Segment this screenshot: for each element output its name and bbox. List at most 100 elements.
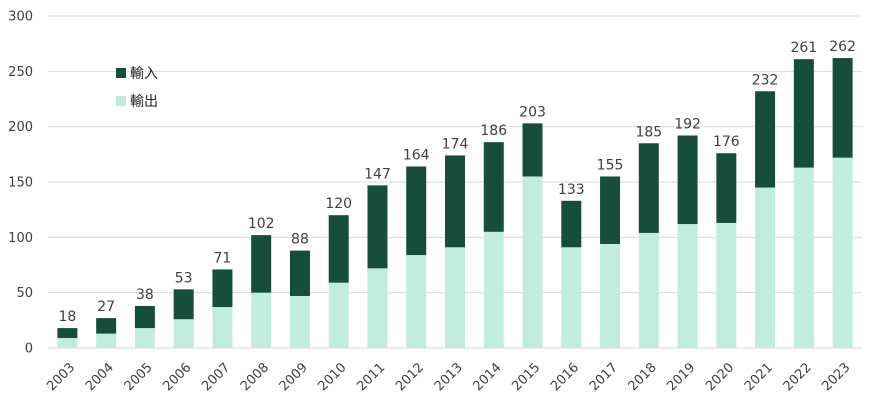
bar-import-2007 xyxy=(212,269,233,308)
bar-import-2012 xyxy=(406,166,427,256)
bar-import-2021 xyxy=(755,91,776,188)
bar-import-2017 xyxy=(600,176,621,244)
x-tick-label: 2010 xyxy=(316,360,350,394)
x-tick-label: 2023 xyxy=(819,360,853,394)
bar-export-2020 xyxy=(716,222,737,348)
bar-export-2017 xyxy=(600,243,621,348)
y-tick-label: 300 xyxy=(8,10,33,25)
total-label-2017: 155 xyxy=(597,157,624,173)
bar-import-2006 xyxy=(173,289,194,320)
bar-export-2007 xyxy=(212,307,233,348)
y-tick-label: 100 xyxy=(8,231,33,246)
x-tick-label: 2008 xyxy=(238,360,272,394)
bar-import-2016 xyxy=(561,200,582,248)
bar-import-2005 xyxy=(134,305,155,329)
total-label-2011: 147 xyxy=(364,166,391,182)
bar-import-2018 xyxy=(638,143,659,233)
bar-import-2019 xyxy=(677,135,698,225)
bar-import-2010 xyxy=(328,215,349,283)
total-label-2019: 192 xyxy=(674,117,701,133)
x-tick-label: 2021 xyxy=(742,360,776,394)
bar-export-2008 xyxy=(251,292,272,348)
bar-export-2022 xyxy=(793,167,814,348)
total-label-2018: 185 xyxy=(635,124,662,140)
bar-export-2006 xyxy=(173,319,194,348)
x-tick-label: 2004 xyxy=(83,360,117,394)
total-label-2014: 186 xyxy=(480,123,507,139)
bar-export-2018 xyxy=(638,232,659,348)
bar-import-2015 xyxy=(522,123,543,177)
bar-export-2016 xyxy=(561,247,582,348)
bar-import-2013 xyxy=(445,155,465,248)
bar-import-2011 xyxy=(367,185,388,269)
x-tick-label: 2007 xyxy=(199,360,233,394)
bars xyxy=(57,58,853,348)
total-label-2021: 232 xyxy=(752,72,779,88)
bar-export-2012 xyxy=(406,255,427,348)
x-axis: 2003 2004 2005 2006 2007 2008 2009 2010 2011 2012… xyxy=(44,360,853,394)
bar-export-2019 xyxy=(677,224,698,348)
total-label-2020: 176 xyxy=(713,134,740,150)
x-tick-label: 2003 xyxy=(44,360,78,394)
x-tick-label: 2006 xyxy=(160,360,194,394)
bar-export-2015 xyxy=(522,176,543,348)
bar-import-2020 xyxy=(716,153,737,223)
total-label-2010: 120 xyxy=(325,196,352,212)
x-tick-label: 2005 xyxy=(122,360,156,394)
total-label-2005: 38 xyxy=(136,287,154,303)
x-tick-label: 2022 xyxy=(781,360,815,394)
total-label-2022: 261 xyxy=(790,40,817,56)
x-tick-label: 2020 xyxy=(703,360,737,394)
x-tick-label: 2019 xyxy=(664,360,698,394)
total-label-2006: 53 xyxy=(175,270,193,286)
bar-import-2003 xyxy=(57,328,78,339)
bar-import-2008 xyxy=(251,235,272,293)
bar-import-2009 xyxy=(289,250,310,296)
bar-export-2009 xyxy=(289,295,310,348)
bar-export-2023 xyxy=(832,157,853,348)
bar-export-2014 xyxy=(483,231,504,348)
bar-export-2011 xyxy=(367,268,388,348)
bar-export-2021 xyxy=(755,187,776,348)
x-tick-label: 2011 xyxy=(354,360,388,394)
total-label-2004: 27 xyxy=(97,299,115,315)
x-tick-label: 2018 xyxy=(626,360,660,394)
total-label-2016: 133 xyxy=(558,182,585,198)
total-label-2023: 262 xyxy=(829,39,856,55)
total-label-2013: 174 xyxy=(442,136,469,152)
bar-export-2004 xyxy=(96,333,117,348)
y-tick-label: 250 xyxy=(8,65,33,80)
total-label-2009: 88 xyxy=(291,232,309,248)
bar-export-2003 xyxy=(57,338,78,348)
x-tick-label: 2015 xyxy=(509,360,543,394)
x-tick-label: 2009 xyxy=(277,360,311,394)
legend-label-export: 輸出 xyxy=(130,94,158,110)
bar-export-2013 xyxy=(445,247,465,348)
total-label-2003: 18 xyxy=(58,309,76,325)
total-label-2015: 203 xyxy=(519,104,546,120)
bar-import-2022 xyxy=(793,59,814,168)
bar-import-2014 xyxy=(483,142,504,232)
data-labels: 18 27 38 53 71 102 88 120 147 164 174 186 203 133 155 1… xyxy=(58,39,856,325)
total-label-2012: 164 xyxy=(403,148,430,164)
bar-import-2023 xyxy=(832,58,853,158)
y-tick-label: 200 xyxy=(8,120,33,135)
legend-swatch-export xyxy=(116,96,126,106)
x-tick-label: 2017 xyxy=(587,360,621,394)
x-tick-label: 2013 xyxy=(432,360,466,394)
x-tick-label: 2014 xyxy=(471,360,505,394)
bar-import-2004 xyxy=(96,318,117,334)
total-label-2008: 102 xyxy=(248,216,275,232)
y-axis: 0 50 100 150 200 250 300 xyxy=(8,10,33,357)
x-tick-label: 2016 xyxy=(548,360,582,394)
x-tick-label: 2012 xyxy=(393,360,427,394)
legend-swatch-import xyxy=(116,68,126,78)
total-label-2007: 71 xyxy=(214,250,232,266)
bar-export-2005 xyxy=(134,328,155,348)
y-tick-label: 150 xyxy=(8,176,33,191)
legend-label-import: 輸入 xyxy=(130,66,158,82)
bar-export-2010 xyxy=(328,282,349,348)
y-tick-label: 50 xyxy=(16,286,33,301)
